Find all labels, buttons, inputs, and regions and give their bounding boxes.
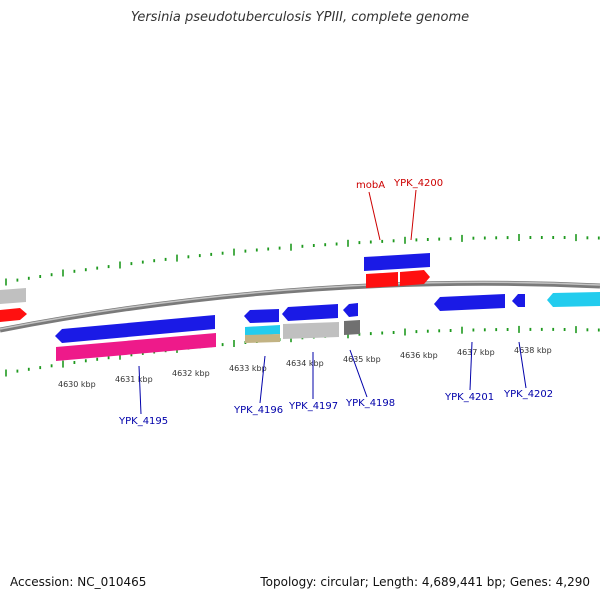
gene-label-ypk4200[interactable]: YPK_4200 xyxy=(393,178,443,189)
kbp-label: 4633 kbp xyxy=(229,364,267,373)
leader-ypk4196 xyxy=(259,355,266,404)
feature-ypk4201-cds[interactable] xyxy=(434,294,505,311)
feature-moba-rna[interactable] xyxy=(366,272,398,288)
gene-label-ypk4201[interactable]: YPK_4201 xyxy=(444,392,494,403)
label-leaders xyxy=(138,189,527,415)
feature-ypk4200-rna[interactable] xyxy=(400,270,430,286)
leader-ypk4202 xyxy=(518,341,527,389)
feature-ypk4196-olive[interactable] xyxy=(245,334,280,343)
genome-backbone-highlight xyxy=(0,281,600,330)
accession-text: Accession: NC_010465 xyxy=(10,575,147,589)
kbp-label: 4630 kbp xyxy=(58,380,96,389)
gene-label-ypk4198[interactable]: YPK_4198 xyxy=(345,398,395,409)
genome-backbone xyxy=(0,280,600,333)
leader-moba xyxy=(368,191,381,241)
feature-track xyxy=(0,253,600,361)
kbp-label: 4638 kbp xyxy=(514,346,552,355)
kbp-label: 4636 kbp xyxy=(400,351,438,360)
feature-ypk4196-cds[interactable] xyxy=(244,309,279,323)
feature-cyan-right[interactable] xyxy=(547,292,600,307)
kbp-label: 4634 kbp xyxy=(286,359,324,368)
gene-label-ypk4197[interactable]: YPK_4197 xyxy=(288,401,338,412)
feature-ypk4202-cds[interactable] xyxy=(512,294,525,307)
leader-ypk4195 xyxy=(138,365,142,415)
feature-rna-left[interactable] xyxy=(0,308,27,322)
kbp-label: 4631 kbp xyxy=(115,375,153,384)
genome-stats-text: Topology: circular; Length: 4,689,441 bp… xyxy=(260,575,590,589)
gene-label-ypk4195[interactable]: YPK_4195 xyxy=(118,416,168,427)
outer-tick-track xyxy=(5,234,600,286)
genome-title: Yersinia pseudotuberculosis YPIII, compl… xyxy=(130,10,470,25)
kbp-label: 4635 kbp xyxy=(343,355,381,364)
feature-ypk4197-cds[interactable] xyxy=(282,304,338,321)
kbp-scale-labels: 4630 kbp 4631 kbp 4632 kbp 4633 kbp 4634… xyxy=(58,346,552,389)
feature-ypk4198-dark[interactable] xyxy=(344,320,360,335)
feature-ypk4197-misc[interactable] xyxy=(283,322,339,339)
gene-label-ypk4202[interactable]: YPK_4202 xyxy=(503,389,553,400)
feature-ypk4195-cds[interactable] xyxy=(55,315,215,343)
feature-ypk4196-cyan[interactable] xyxy=(245,325,280,336)
gene-label-moba[interactable]: mobA xyxy=(356,180,385,191)
feature-moba-cds[interactable] xyxy=(364,255,398,271)
feature-ypk4195-pink[interactable] xyxy=(56,333,216,361)
feature-misc-left[interactable] xyxy=(0,288,26,304)
feature-ypk4198-cds[interactable] xyxy=(343,303,358,317)
leader-ypk4201 xyxy=(469,341,473,391)
kbp-label: 4637 kbp xyxy=(457,348,495,357)
leader-ypk4198 xyxy=(349,349,368,398)
kbp-label: 4632 kbp xyxy=(172,369,210,378)
gene-labels: mobA YPK_4200 YPK_4195 YPK_4196 YPK_4197… xyxy=(118,178,553,427)
gene-label-ypk4196[interactable]: YPK_4196 xyxy=(233,405,283,416)
leader-ypk4200 xyxy=(410,189,417,241)
feature-ypk4200-cds[interactable] xyxy=(398,253,430,269)
